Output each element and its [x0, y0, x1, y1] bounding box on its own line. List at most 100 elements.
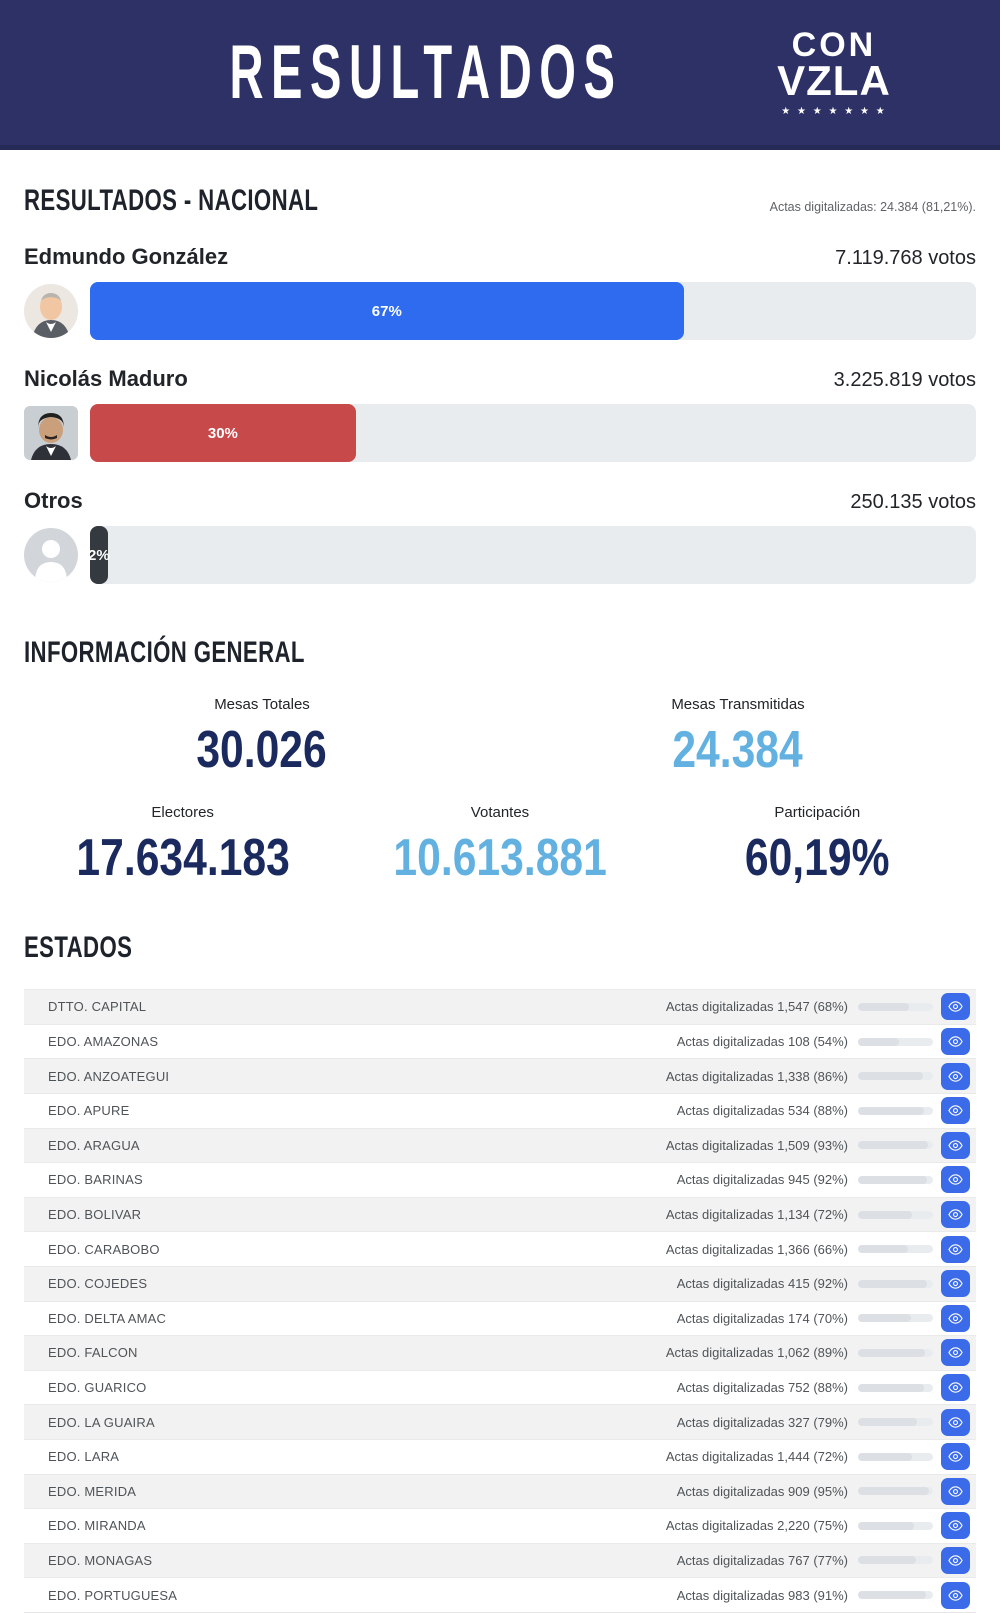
eye-icon [948, 1416, 963, 1428]
estado-progress-bar [858, 1141, 933, 1150]
estado-progress-fill [858, 1141, 928, 1150]
estado-progress-bar [858, 1037, 933, 1046]
estado-name: EDO. ANZOATEGUI [48, 1068, 170, 1084]
stat-label: Mesas Totales [214, 696, 310, 713]
estado-name: EDO. MERIDA [48, 1483, 137, 1499]
estado-progress-fill [858, 1037, 899, 1046]
estado-row[interactable]: EDO. APURE Actas digitalizadas 534 (88%) [24, 1092, 976, 1128]
estado-progress-fill [858, 1487, 930, 1496]
eye-icon [948, 1347, 963, 1359]
eye-icon [948, 1313, 963, 1324]
eye-icon [948, 1520, 963, 1532]
estado-row[interactable]: EDO. PORTUGUESA Actas digitalizadas 983 … [24, 1577, 976, 1612]
estado-row[interactable]: EDO. CARABOBO Actas digitalizadas 1,366 … [24, 1231, 976, 1266]
eye-icon [948, 1036, 963, 1047]
estado-progress-fill [858, 1556, 916, 1565]
estados-list: DTTO. CAPITAL Actas digitalizadas 1,547 … [24, 989, 976, 1613]
estado-progress-bar [858, 1314, 933, 1323]
estado-row[interactable]: EDO. COJEDES Actas digitalizadas 415 (92… [24, 1265, 976, 1301]
estado-row[interactable]: EDO. DELTA AMAC Actas digitalizadas 174 … [24, 1300, 976, 1336]
view-estado-button[interactable] [941, 1512, 970, 1540]
estado-name: EDO. FALCON [48, 1345, 138, 1361]
estado-row[interactable]: EDO. MERIDA Actas digitalizadas 909 (95%… [24, 1473, 976, 1509]
estado-actas-text: Actas digitalizadas 752 (88%) [676, 1380, 848, 1396]
view-estado-button[interactable] [941, 1374, 970, 1402]
estado-progress-fill [858, 1175, 927, 1184]
eye-icon [948, 1486, 963, 1497]
stat-label: Participación [774, 803, 861, 821]
stat-electores: Electores 17.634.183 [24, 804, 341, 886]
estado-row[interactable]: EDO. ANZOATEGUI Actas digitalizadas 1,33… [24, 1058, 976, 1093]
candidate-block-edmundo: Edmundo González 7.119.768 votos [24, 244, 976, 340]
candidate-name: Edmundo González [24, 244, 229, 269]
estado-actas-text: Actas digitalizadas 108 (54%) [676, 1034, 848, 1050]
estado-name: EDO. CARABOBO [48, 1241, 160, 1257]
estado-row[interactable]: EDO. MONAGAS Actas digitalizadas 767 (77… [24, 1542, 976, 1578]
estado-actas-text: Actas digitalizadas 909 (95%) [676, 1483, 848, 1499]
view-estado-button[interactable] [941, 1028, 970, 1056]
estado-progress-bar [858, 1245, 933, 1254]
view-estado-button[interactable] [941, 1131, 970, 1159]
estado-progress-fill [858, 1418, 918, 1427]
estado-row[interactable]: EDO. FALCON Actas digitalizadas 1,062 (8… [24, 1335, 976, 1370]
estado-name: DTTO. CAPITAL [48, 999, 147, 1015]
vote-bar-percent: 30% [207, 424, 238, 442]
estado-progress-bar [858, 1106, 933, 1115]
generic-person-avatar-icon [24, 528, 78, 582]
stat-value: 60,19% [744, 828, 890, 887]
estado-row[interactable]: EDO. AMAZONAS Actas digitalizadas 108 (5… [24, 1023, 976, 1059]
vote-bar-track: 2% [88, 526, 976, 584]
view-estado-button[interactable] [941, 1339, 970, 1367]
view-estado-button[interactable] [941, 1270, 970, 1298]
estado-row[interactable]: EDO. GUARICO Actas digitalizadas 752 (88… [24, 1369, 976, 1405]
view-estado-button[interactable] [941, 1581, 970, 1609]
actas-digitalizadas-note: Actas digitalizadas: 24.384 (81,21%). [769, 200, 976, 214]
estado-name: EDO. BOLIVAR [48, 1207, 142, 1223]
estado-progress-fill [858, 1452, 912, 1461]
eye-icon [948, 1589, 963, 1601]
view-estado-button[interactable] [941, 1443, 970, 1471]
view-estado-button[interactable] [941, 1062, 970, 1090]
logo-line2: VZLA [777, 56, 891, 104]
estado-progress-fill [858, 1245, 908, 1254]
estado-row[interactable]: EDO. LA GUAIRA Actas digitalizadas 327 (… [24, 1404, 976, 1439]
eye-icon [948, 1555, 963, 1566]
view-estado-button[interactable] [941, 1546, 970, 1574]
view-estado-button[interactable] [941, 1166, 970, 1194]
view-estado-button[interactable] [941, 1097, 970, 1125]
stat-value: 10.613.881 [393, 828, 607, 887]
view-estado-button[interactable] [941, 1235, 970, 1263]
estado-progress-fill [858, 1314, 911, 1323]
stat-value: 24.384 [672, 721, 804, 779]
estado-progress-bar [858, 1418, 933, 1427]
estado-actas-text: Actas digitalizadas 1,444 (72%) [665, 1449, 848, 1465]
estado-name: EDO. COJEDES [48, 1276, 148, 1292]
eye-icon [948, 1382, 963, 1393]
estado-row[interactable]: EDO. LARA Actas digitalizadas 1,444 (72%… [24, 1438, 976, 1474]
stat-participacion: Participación 60,19% [659, 804, 976, 886]
estado-actas-text: Actas digitalizadas 1,547 (68%) [665, 999, 848, 1015]
estado-actas-text: Actas digitalizadas 534 (88%) [676, 1103, 848, 1119]
estado-row[interactable]: EDO. BARINAS Actas digitalizadas 945 (92… [24, 1162, 976, 1197]
estado-progress-bar [858, 1521, 933, 1530]
vote-bar-fill: 2% [88, 526, 110, 584]
estado-row[interactable]: EDO. BOLIVAR Actas digitalizadas 1,134 (… [24, 1196, 976, 1232]
view-estado-button[interactable] [941, 993, 970, 1021]
eye-icon [948, 1001, 963, 1013]
estado-progress-fill [858, 1383, 924, 1392]
view-estado-button[interactable] [941, 1304, 970, 1332]
estado-row[interactable]: EDO. MIRANDA Actas digitalizadas 2,220 (… [24, 1508, 976, 1543]
estado-name: EDO. MIRANDA [48, 1518, 146, 1534]
estado-row[interactable]: DTTO. CAPITAL Actas digitalizadas 1,547 … [24, 989, 976, 1024]
results-heading: RESULTADOS - NACIONAL [24, 184, 319, 217]
estado-progress-bar [858, 1072, 933, 1081]
estado-name: EDO. LA GUAIRA [48, 1414, 155, 1430]
vote-bar-track: 30% [90, 404, 976, 462]
estado-name: EDO. BARINAS [48, 1172, 143, 1188]
view-estado-button[interactable] [941, 1201, 970, 1229]
view-estado-button[interactable] [941, 1408, 970, 1436]
estado-name: EDO. MONAGAS [48, 1552, 153, 1568]
eye-icon [948, 1070, 963, 1082]
view-estado-button[interactable] [941, 1477, 970, 1505]
estado-row[interactable]: EDO. ARAGUA Actas digitalizadas 1,509 (9… [24, 1127, 976, 1163]
